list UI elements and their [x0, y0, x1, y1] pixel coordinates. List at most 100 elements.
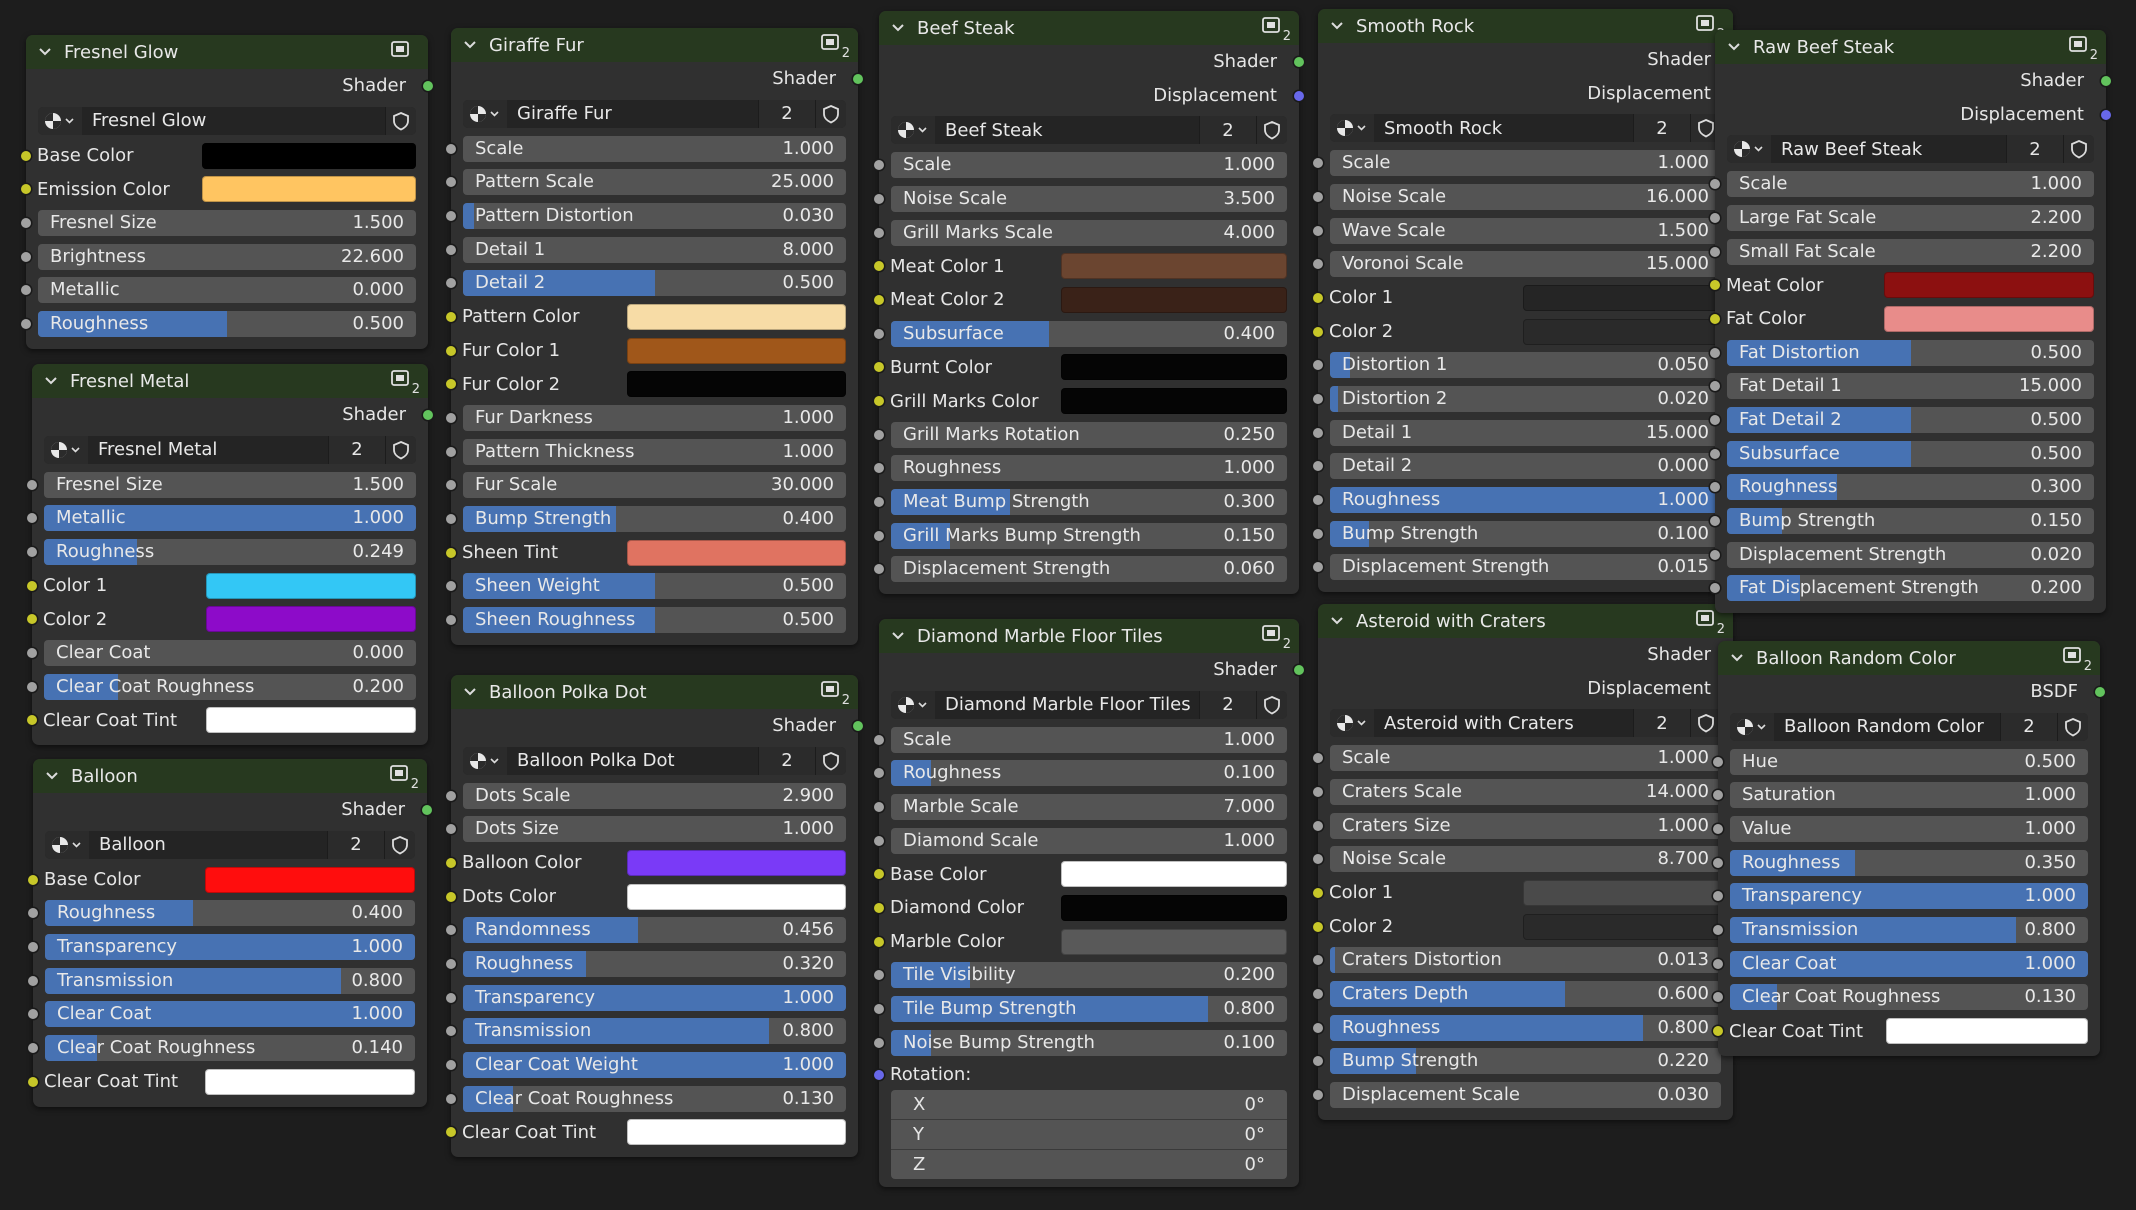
input-socket[interactable] — [874, 396, 884, 407]
number-slider[interactable]: Noise Scale 3.500 — [891, 185, 1287, 212]
node-group-dropdown[interactable]: Beef Steak 2 — [891, 116, 1287, 145]
number-slider[interactable]: Fat Distortion 0.500 — [1727, 339, 2094, 366]
input-socket[interactable] — [874, 328, 884, 339]
number-slider[interactable]: Clear Coat 0.000 — [44, 639, 416, 666]
node-fresnel-metal[interactable]: Fresnel Metal 2 Shader Fresnel Metal 2 Fresne… — [27, 364, 433, 746]
number-slider[interactable]: Transmission 0.800 — [45, 967, 415, 994]
number-slider[interactable]: Clear Coat Roughness 0.130 — [1730, 984, 2088, 1011]
number-slider[interactable]: Sheen Weight 0.500 — [463, 573, 846, 600]
vector-y-field[interactable]: Y 0° — [891, 1120, 1287, 1150]
vector-x-field[interactable]: X 0° — [891, 1090, 1287, 1120]
number-slider[interactable]: Roughness 1.000 — [1330, 487, 1721, 514]
input-socket[interactable] — [1713, 924, 1723, 935]
number-slider[interactable]: Randomness 0.456 — [463, 917, 846, 944]
number-slider[interactable]: Scale 1.000 — [1330, 150, 1721, 177]
input-socket[interactable] — [1313, 360, 1323, 371]
output-socket[interactable] — [423, 80, 433, 91]
number-slider[interactable]: Clear Coat Roughness 0.130 — [463, 1085, 846, 1112]
input-socket[interactable] — [1710, 415, 1720, 426]
input-socket[interactable] — [446, 379, 456, 390]
input-socket[interactable] — [27, 614, 37, 625]
node-header[interactable]: Balloon Random Color 2 — [1718, 641, 2100, 675]
color-swatch[interactable] — [206, 707, 416, 734]
number-slider[interactable]: Subsurface 0.400 — [891, 320, 1287, 347]
browse-material-icon[interactable] — [463, 99, 507, 128]
input-socket[interactable] — [446, 925, 456, 936]
input-socket[interactable] — [446, 891, 456, 902]
number-slider[interactable]: Roughness 1.000 — [891, 455, 1287, 482]
chevron-down-icon[interactable] — [1730, 648, 1756, 668]
number-slider[interactable]: Fur Darkness 1.000 — [463, 405, 846, 432]
input-socket[interactable] — [874, 463, 884, 474]
input-socket[interactable] — [21, 184, 31, 195]
input-socket[interactable] — [28, 908, 38, 919]
input-socket[interactable] — [1313, 495, 1323, 506]
node-group-dropdown[interactable]: Fresnel Metal 2 — [44, 435, 416, 464]
input-socket[interactable] — [1710, 246, 1720, 257]
number-slider[interactable]: Roughness 0.300 — [1727, 474, 2094, 501]
input-socket[interactable] — [446, 413, 456, 424]
input-socket[interactable] — [1313, 786, 1323, 797]
browse-material-icon[interactable] — [891, 690, 935, 719]
output-socket[interactable] — [1294, 90, 1304, 101]
browse-material-icon[interactable] — [1730, 712, 1774, 741]
number-slider[interactable]: Displacement Scale 0.030 — [1330, 1082, 1721, 1109]
input-socket[interactable] — [1313, 191, 1323, 202]
node-group-name[interactable]: Giraffe Fur — [517, 103, 612, 125]
input-socket[interactable] — [874, 768, 884, 779]
input-socket[interactable] — [446, 311, 456, 322]
number-slider[interactable]: Brightness 22.600 — [38, 243, 416, 270]
color-swatch[interactable] — [627, 539, 846, 566]
input-socket[interactable] — [27, 479, 37, 490]
input-socket[interactable] — [874, 294, 884, 305]
browse-material-icon[interactable] — [891, 116, 935, 145]
number-slider[interactable]: Clear Coat 1.000 — [1730, 950, 2088, 977]
number-slider[interactable]: Roughness 0.100 — [891, 760, 1287, 787]
number-slider[interactable]: Tile Bump Strength 0.800 — [891, 996, 1287, 1023]
output-socket[interactable] — [853, 73, 863, 84]
node-group-dropdown[interactable]: Asteroid with Craters 2 — [1330, 709, 1721, 738]
number-slider[interactable]: Displacement Strength 0.015 — [1330, 554, 1721, 581]
input-socket[interactable] — [446, 1060, 456, 1071]
color-swatch[interactable] — [627, 371, 846, 398]
input-socket[interactable] — [874, 362, 884, 373]
node-group-name[interactable]: Balloon — [99, 834, 166, 856]
color-swatch[interactable] — [1061, 928, 1287, 955]
color-swatch[interactable] — [1061, 253, 1287, 280]
shield-icon[interactable] — [815, 746, 846, 775]
input-socket[interactable] — [1710, 516, 1720, 527]
number-slider[interactable]: Saturation 1.000 — [1730, 782, 2088, 809]
browse-material-icon[interactable] — [1727, 135, 1771, 164]
input-socket[interactable] — [446, 857, 456, 868]
input-socket[interactable] — [1713, 891, 1723, 902]
color-swatch[interactable] — [1061, 861, 1287, 888]
vector-z-field[interactable]: Z 0° — [891, 1150, 1287, 1179]
node-group-dropdown[interactable]: Balloon Random Color 2 — [1730, 712, 2088, 741]
number-slider[interactable]: Clear Coat Roughness 0.140 — [45, 1034, 415, 1061]
node-group-dropdown[interactable]: Diamond Marble Floor Tiles 2 — [891, 690, 1287, 719]
input-socket[interactable] — [1710, 448, 1720, 459]
input-socket[interactable] — [1710, 381, 1720, 392]
output-socket[interactable] — [1294, 56, 1304, 67]
user-count[interactable]: 2 — [2000, 712, 2057, 741]
input-socket[interactable] — [874, 869, 884, 880]
input-socket[interactable] — [446, 1127, 456, 1138]
number-slider[interactable]: Pattern Thickness 1.000 — [463, 438, 846, 465]
number-slider[interactable]: Roughness 0.400 — [45, 900, 415, 927]
input-socket[interactable] — [1313, 461, 1323, 472]
node-smooth-rock[interactable]: Smooth Rock 2 Shader Displacement Smooth Roc… — [1313, 9, 1738, 593]
node-group-name[interactable]: Balloon Polka Dot — [517, 750, 675, 772]
node-raw-beef-steak[interactable]: Raw Beef Steak 2 Shader Displacement Raw Bee… — [1710, 30, 2111, 614]
number-slider[interactable]: Clear Coat Roughness 0.200 — [44, 673, 416, 700]
browse-material-icon[interactable] — [1330, 709, 1374, 738]
number-slider[interactable]: Sheen Roughness 0.500 — [463, 607, 846, 634]
chevron-down-icon[interactable] — [38, 42, 64, 62]
node-group-dropdown[interactable]: Balloon Polka Dot 2 — [463, 746, 846, 775]
input-socket[interactable] — [1710, 179, 1720, 190]
color-swatch[interactable] — [1523, 879, 1721, 906]
input-socket[interactable] — [446, 278, 456, 289]
shield-icon[interactable] — [815, 99, 846, 128]
number-slider[interactable]: Fat Detail 1 15.000 — [1727, 373, 2094, 400]
node-asteroid-with-craters[interactable]: Asteroid with Craters 2 Shader Displacement… — [1313, 604, 1738, 1120]
node-group-name[interactable]: Smooth Rock — [1384, 117, 1503, 139]
